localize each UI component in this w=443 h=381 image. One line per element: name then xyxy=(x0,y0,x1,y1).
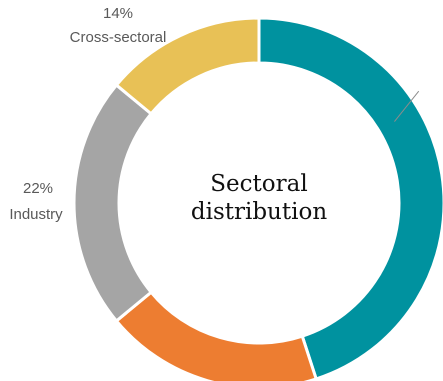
donut-slices xyxy=(72,16,443,381)
slice-name-industry: Industry xyxy=(9,206,63,223)
leader-line xyxy=(394,90,420,122)
donut-slice-industry xyxy=(72,82,154,324)
center-title: Sectoral distribution xyxy=(191,171,327,225)
donut-slice-cross-sectoral xyxy=(114,16,261,116)
slice-percent-cross-sectoral: 14% xyxy=(103,5,133,22)
center-title-line-1: Sectoral xyxy=(210,171,307,197)
center-title-line-2: distribution xyxy=(191,199,327,225)
slice-labels: 22% Industry 14% Cross-sectoral xyxy=(9,5,420,223)
donut-slice-slice-2 xyxy=(114,290,319,381)
slice-name-cross-sectoral: Cross-sectoral xyxy=(70,29,167,46)
slice-percent-industry: 22% xyxy=(23,180,53,197)
donut-slice-slice-1 xyxy=(257,16,443,381)
